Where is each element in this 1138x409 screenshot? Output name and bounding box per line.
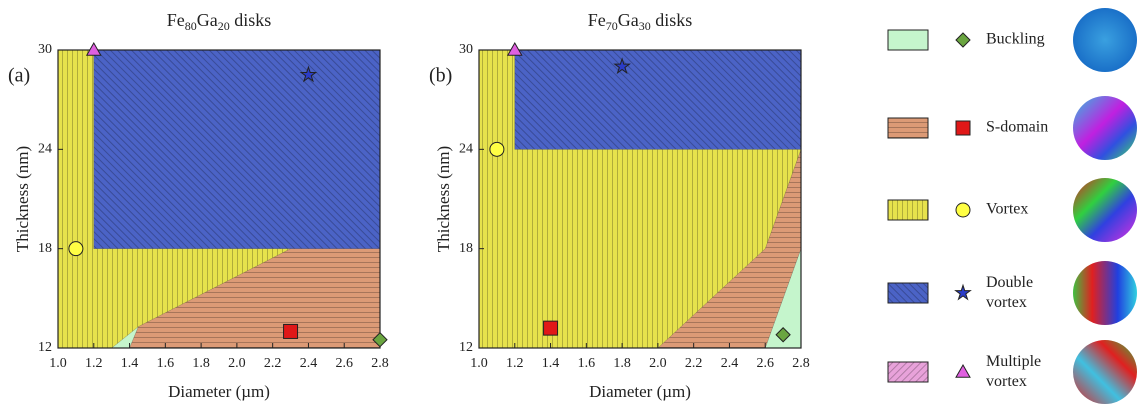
x-tick-label: 2.4 <box>721 356 739 371</box>
x-tick-label: 1.0 <box>49 356 67 371</box>
title-part: 80 <box>185 19 197 33</box>
x-axis-label: Diameter (µm) <box>589 382 691 401</box>
title-part: Ga <box>197 10 218 30</box>
x-tick-label: 1.2 <box>506 356 524 371</box>
x-tick-label: 2.8 <box>371 356 389 371</box>
x-tick-label: 1.0 <box>470 356 488 371</box>
chart-title: Fe70Ga30 disks <box>588 10 693 33</box>
legend-swatch <box>888 200 928 220</box>
y-tick-label: 30 <box>459 42 473 57</box>
title-part: Fe <box>588 10 606 30</box>
domain-image <box>1073 178 1137 242</box>
legend-marker <box>956 365 970 377</box>
y-tick-label: 12 <box>38 340 52 355</box>
title-part: Fe <box>167 10 185 30</box>
legend-label: S-domain <box>986 119 1048 136</box>
panel-label: (a) <box>8 65 30 87</box>
x-tick-label: 1.8 <box>192 356 210 371</box>
legend-swatch <box>888 283 928 303</box>
x-tick-label: 1.4 <box>542 356 560 371</box>
x-tick-label: 2.8 <box>792 356 810 371</box>
title-part: 20 <box>218 19 230 33</box>
title-part: disks <box>230 10 272 30</box>
legend-label: Vortex <box>986 201 1028 218</box>
x-tick-label: 2.0 <box>649 356 667 371</box>
x-tick-label: 2.6 <box>335 356 353 371</box>
y-tick-label: 24 <box>459 142 473 157</box>
domain-image <box>1073 8 1137 72</box>
y-axis-label: Thickness (nm) <box>13 146 32 252</box>
y-tick-label: 18 <box>38 241 52 256</box>
legend-marker <box>956 121 970 135</box>
domain-image <box>1073 261 1137 325</box>
x-tick-label: 1.2 <box>85 356 103 371</box>
title-part: 30 <box>639 19 651 33</box>
domain-images <box>1073 8 1137 404</box>
x-tick-label: 2.4 <box>300 356 318 371</box>
x-tick-label: 2.6 <box>756 356 774 371</box>
title-part: disks <box>651 10 693 30</box>
y-tick-label: 30 <box>38 42 52 57</box>
data-point <box>508 43 522 55</box>
y-tick-label: 24 <box>38 142 52 157</box>
title-part: Ga <box>618 10 639 30</box>
data-point <box>87 43 101 55</box>
y-tick-label: 12 <box>459 340 473 355</box>
legend-swatch <box>888 30 928 50</box>
x-tick-label: 1.6 <box>578 356 596 371</box>
data-point <box>69 242 83 256</box>
x-tick-label: 2.2 <box>264 356 282 371</box>
legend-label: Buckling <box>986 31 1045 48</box>
data-point <box>284 324 298 338</box>
chart-title: Fe80Ga20 disks <box>167 10 272 33</box>
plot-area <box>58 50 380 348</box>
legend-marker <box>956 203 970 217</box>
legend-swatch <box>888 118 928 138</box>
y-tick-label: 18 <box>459 241 473 256</box>
panel-label: (b) <box>429 65 452 87</box>
y-axis-label: Thickness (nm) <box>434 146 453 252</box>
x-tick-label: 1.8 <box>613 356 631 371</box>
legend-marker <box>956 285 971 299</box>
data-point <box>544 321 558 335</box>
plot-area <box>479 50 801 348</box>
x-tick-label: 1.4 <box>121 356 139 371</box>
phase-region <box>515 50 801 149</box>
domain-image <box>1073 340 1137 404</box>
x-tick-label: 1.6 <box>157 356 175 371</box>
data-point <box>490 142 504 156</box>
title-part: 70 <box>606 19 618 33</box>
legend-swatch <box>888 362 928 382</box>
figure: 1.01.21.41.61.82.02.22.42.62.812182430Fe… <box>0 0 1138 409</box>
x-axis-label: Diameter (µm) <box>168 382 270 401</box>
phase-region <box>94 50 380 249</box>
domain-image <box>1073 96 1137 160</box>
x-tick-label: 2.2 <box>685 356 703 371</box>
legend-marker <box>956 33 970 47</box>
x-tick-label: 2.0 <box>228 356 246 371</box>
